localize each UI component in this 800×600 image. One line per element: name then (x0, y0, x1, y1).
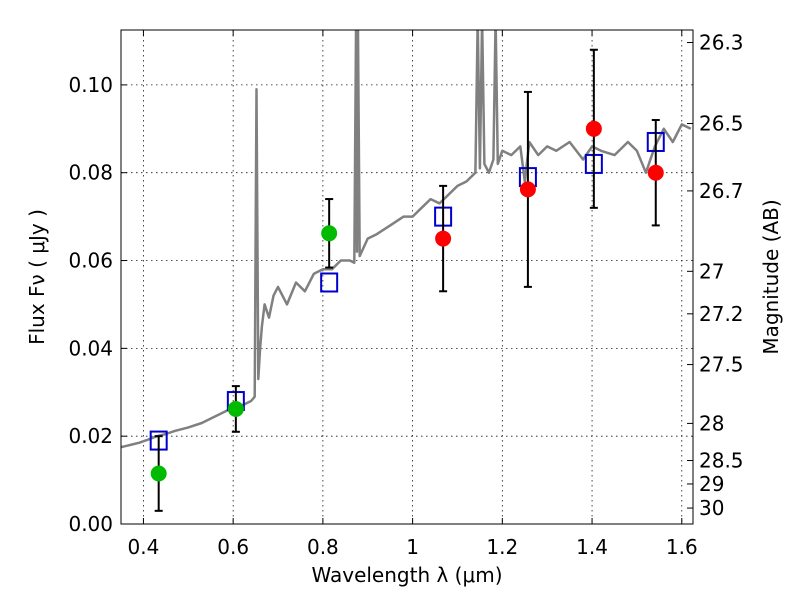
axis-ticks: 0.4 0.6 0.8 1 1.2 1.4 1.6 0.00 0.02 0.04 0.06 0.08 0… (68, 30, 744, 559)
mag-tick-label: 30 (699, 496, 724, 520)
mag-tick-label: 26.3 (699, 31, 744, 55)
series-template-spectrum (121, 30, 692, 449)
y-tick-label: 0.04 (68, 336, 113, 360)
y-tick-label: 0.08 (68, 161, 113, 185)
x-tick-label: 1.2 (486, 535, 518, 559)
observed-point (150, 465, 167, 482)
series-layer (121, 30, 692, 512)
mag-tick-label: 27.2 (699, 302, 744, 326)
observed-point (519, 181, 536, 198)
x-tick-label: 0.6 (217, 535, 249, 559)
spectrum-line (121, 30, 692, 449)
x-tick-label: 0.4 (128, 535, 160, 559)
x-tick-label: 0.8 (307, 535, 339, 559)
mag-tick-label: 27 (699, 259, 724, 283)
x-tick-label: 1.4 (576, 535, 608, 559)
mag-tick-label: 27.5 (699, 353, 744, 377)
series-observed-near-ir- (435, 48, 664, 293)
plot-clip-group (121, 30, 692, 512)
mag-tick-label: 26.5 (699, 112, 744, 136)
plot-area (121, 30, 693, 524)
y-tick-label: 0.10 (68, 73, 113, 97)
observed-point (435, 230, 452, 247)
series-observed-optical- (150, 198, 338, 512)
x-tick-label: 1.6 (666, 535, 698, 559)
mag-tick-label: 28.5 (699, 449, 744, 473)
mag-tick-label: 26.7 (699, 179, 744, 203)
model-square-marker (320, 272, 339, 293)
plot-frame (120, 29, 694, 525)
observed-point (585, 120, 602, 137)
observed-point (227, 400, 244, 417)
y-tick-label: 0.02 (68, 424, 113, 448)
x-tick-label: 1 (406, 535, 419, 559)
y-axis-label: Flux Fν ( μJy ) (25, 209, 49, 345)
observed-point (647, 164, 664, 181)
y-tick-label: 0.06 (68, 249, 113, 273)
mag-tick-label: 29 (699, 472, 724, 496)
mag-tick-label: 28 (699, 411, 724, 435)
x-axis-label: Wavelength λ (μm) (311, 563, 502, 587)
observed-point (321, 225, 338, 242)
y-tick-label: 0.00 (68, 512, 113, 536)
y2-axis-label: Magnitude (AB) (759, 199, 783, 354)
